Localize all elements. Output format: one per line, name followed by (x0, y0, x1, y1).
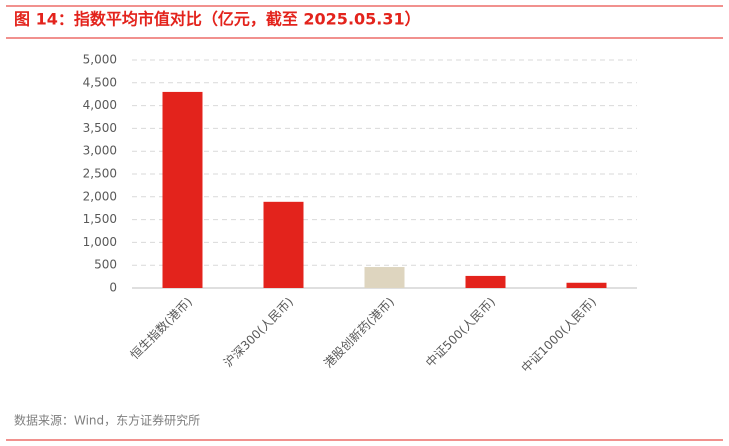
y-tick-label: 4,500 (83, 75, 117, 89)
y-tick-label: 500 (94, 258, 117, 272)
y-tick-label: 5,000 (83, 53, 117, 67)
x-tick-label: 沪深300(人民币) (221, 295, 296, 370)
y-tick-label: 2,500 (83, 167, 117, 181)
bar (465, 275, 506, 288)
y-tick-label: 3,000 (83, 144, 117, 158)
bar (364, 267, 405, 288)
y-tick-label: 0 (109, 281, 117, 295)
x-tick-label: 恒生指数(港币) (127, 294, 195, 362)
y-tick-label: 4,000 (83, 98, 117, 112)
chart-title: 图 14：指数平均市值对比（亿元，截至 2025.05.31） (14, 10, 421, 29)
source-note: 数据来源：Wind，东方证券研究所 (14, 413, 200, 428)
y-tick-label: 1,000 (83, 235, 117, 249)
x-tick-label: 中证500(人民币) (422, 294, 498, 370)
bar (263, 201, 304, 288)
x-tick-label: 中证1000(人民币) (518, 294, 599, 375)
y-tick-label: 2,000 (83, 189, 117, 203)
y-tick-label: 1,500 (83, 212, 117, 226)
bar (566, 282, 607, 288)
y-tick-label: 3,500 (83, 121, 117, 135)
x-tick-label: 港股创新药(港币) (320, 294, 397, 371)
bar (162, 91, 203, 288)
